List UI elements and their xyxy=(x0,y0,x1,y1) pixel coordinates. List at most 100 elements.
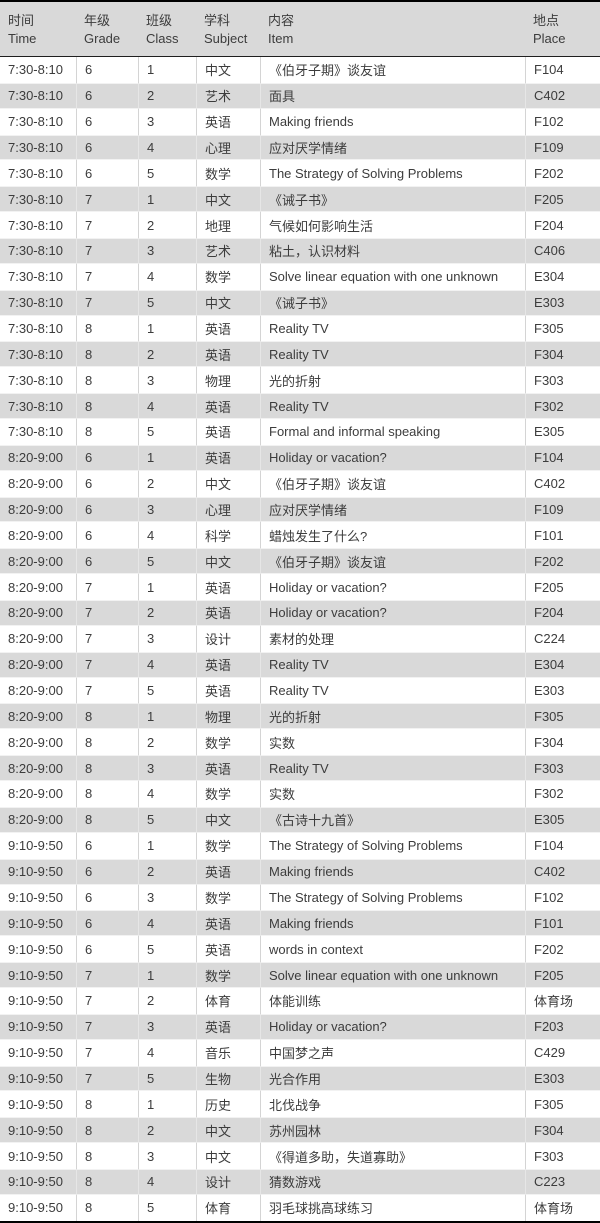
cell-grade: 6 xyxy=(76,134,138,161)
cell-place: F203 xyxy=(525,1013,600,1040)
cell-class: 2 xyxy=(138,600,196,626)
cell-place: F104 xyxy=(525,57,600,83)
cell-item: The Strategy of Solving Problems xyxy=(260,160,525,187)
cell-place: F202 xyxy=(525,936,600,963)
column-header-place: 地点 Place xyxy=(525,2,600,56)
cell-item: 光的折射 xyxy=(260,703,525,730)
cell-time: 8:20-9:00 xyxy=(8,760,63,776)
cell-subject: 英语 xyxy=(196,393,260,420)
cell-time: 8:20-9:00 xyxy=(8,708,63,724)
column-header-time-en: Time xyxy=(8,30,37,46)
cell-subject: 物理 xyxy=(196,703,260,730)
table-body: 7:30-8:10 6 1 中文 《伯牙子期》谈友谊 F104 7:30-8:10 6 2 艺术面… xyxy=(0,57,600,1221)
cell-item: 中国梦之声 xyxy=(260,1039,525,1066)
cell-item: Reality TV xyxy=(260,755,525,782)
cell-grade: 7 xyxy=(76,186,138,213)
cell-time: 9:10-9:50 xyxy=(8,967,63,983)
cell-time: 9:10-9:50 xyxy=(8,1174,63,1190)
cell-subject: 中文 xyxy=(196,470,260,497)
cell-subject: 科学 xyxy=(196,522,260,549)
cell-subject: 中文 xyxy=(196,289,260,316)
table-row: 8:20-9:00 6 4 科学 蜡烛发生了什么? F101 xyxy=(0,522,600,549)
table-row: 9:10-9:50 6 3 数学 The Strategy of Solving Pro… xyxy=(0,884,600,911)
cell-place: F202 xyxy=(525,548,600,575)
column-header-grade-en: Grade xyxy=(84,30,121,46)
cell-class: 4 xyxy=(138,781,196,807)
cell-class: 2 xyxy=(138,987,196,1014)
cell-time: 7:30-8:10 xyxy=(8,269,63,285)
cell-time: 8:20-9:00 xyxy=(8,553,63,569)
table-row: 9:10-9:50 7 3 英语 Holiday or vacation? F203 xyxy=(0,1013,600,1040)
cell-place: F204 xyxy=(525,212,600,239)
cell-class: 5 xyxy=(138,1065,196,1092)
cell-subject: 体育 xyxy=(196,1194,260,1221)
cell-item: 《古诗十九首》 xyxy=(260,806,525,833)
cell-time: 8:20-9:00 xyxy=(8,734,63,750)
cell-place: C406 xyxy=(525,238,600,264)
table-row: 9:10-9:50 8 5 体育 羽毛球挑高球练习 体育场 xyxy=(0,1194,600,1221)
cell-class: 1 xyxy=(138,315,196,342)
cell-time: 8:20-9:00 xyxy=(8,631,63,647)
cell-subject: 英语 xyxy=(196,574,260,601)
cell-class: 5 xyxy=(138,419,196,445)
cell-class: 3 xyxy=(138,238,196,264)
cell-class: 3 xyxy=(138,755,196,782)
cell-item: Holiday or vacation? xyxy=(260,600,525,626)
cell-grade: 8 xyxy=(76,367,138,394)
cell-time: 9:10-9:50 xyxy=(8,1019,63,1035)
cell-place: E303 xyxy=(525,289,600,316)
column-header-class-zh: 班级 xyxy=(146,12,173,28)
cell-grade: 7 xyxy=(76,263,138,290)
cell-time: 8:20-9:00 xyxy=(8,450,63,466)
cell-time: 9:10-9:50 xyxy=(8,941,63,957)
table-row: 9:10-9:50 7 4 音乐 中国梦之声 C429 xyxy=(0,1039,600,1066)
cell-grade: 6 xyxy=(76,82,138,109)
table-row: 7:30-8:10 6 5 数学 The Strategy of Solving Pro… xyxy=(0,160,600,187)
cell-grade: 8 xyxy=(76,1194,138,1221)
cell-class: 3 xyxy=(138,884,196,911)
column-header-subject-en: Subject xyxy=(204,30,248,46)
cell-place: F302 xyxy=(525,393,600,420)
cell-place: F205 xyxy=(525,186,600,213)
cell-time: 8:20-9:00 xyxy=(8,605,63,621)
column-header-class-en: Class xyxy=(146,30,179,46)
table-row: 7:30-8:10 8 3 物理 光的折射 F303 xyxy=(0,367,600,394)
cell-class: 2 xyxy=(138,341,196,368)
column-header-place-en: Place xyxy=(533,30,566,46)
cell-grade: 6 xyxy=(76,548,138,575)
cell-item: Holiday or vacation? xyxy=(260,1013,525,1040)
cell-class: 3 xyxy=(138,1143,196,1169)
cell-subject: 中文 xyxy=(196,1117,260,1144)
cell-subject: 数学 xyxy=(196,729,260,756)
cell-place: F101 xyxy=(525,522,600,549)
cell-item: Solve linear equation with one unknown xyxy=(260,263,525,290)
table-row: 8:20-9:00 8 3 英语 Reality TV F303 xyxy=(0,755,600,782)
cell-place: F305 xyxy=(525,703,600,730)
cell-grade: 6 xyxy=(76,910,138,937)
table-row: 8:20-9:00 8 1 物理 光的折射 F305 xyxy=(0,703,600,730)
cell-subject: 英语 xyxy=(196,677,260,704)
cell-class: 4 xyxy=(138,522,196,549)
cell-class: 1 xyxy=(138,1091,196,1118)
cell-place: E304 xyxy=(525,263,600,290)
cell-subject: 地理 xyxy=(196,212,260,239)
cell-subject: 艺术 xyxy=(196,82,260,109)
cell-subject: 艺术 xyxy=(196,238,260,264)
cell-grade: 6 xyxy=(76,832,138,859)
cell-item: 素材的处理 xyxy=(260,625,525,652)
cell-grade: 8 xyxy=(76,703,138,730)
cell-time: 8:20-9:00 xyxy=(8,812,63,828)
cell-class: 4 xyxy=(138,651,196,678)
cell-place: E303 xyxy=(525,677,600,704)
cell-class: 2 xyxy=(138,212,196,239)
cell-grade: 7 xyxy=(76,212,138,239)
cell-item: words in context xyxy=(260,936,525,963)
cell-item: 《诫子书》 xyxy=(260,186,525,213)
table-row: 8:20-9:00 7 2 英语 Holiday or vacation? F204 xyxy=(0,600,600,626)
cell-time: 7:30-8:10 xyxy=(8,372,63,388)
cell-place: F303 xyxy=(525,755,600,782)
column-header-class: 班级 Class xyxy=(138,2,196,56)
cell-grade: 7 xyxy=(76,651,138,678)
cell-time: 9:10-9:50 xyxy=(8,864,63,880)
